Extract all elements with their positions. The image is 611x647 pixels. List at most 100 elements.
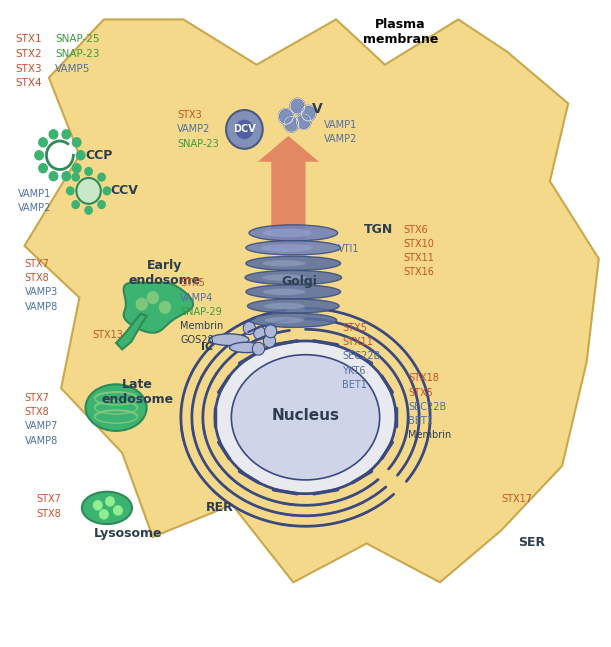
- Circle shape: [100, 510, 108, 519]
- Ellipse shape: [215, 341, 396, 494]
- Ellipse shape: [263, 260, 306, 267]
- Ellipse shape: [261, 244, 313, 252]
- Circle shape: [62, 171, 71, 181]
- Ellipse shape: [246, 241, 341, 255]
- Text: STX17: STX17: [501, 494, 532, 505]
- Circle shape: [38, 138, 47, 147]
- Text: DCV: DCV: [233, 124, 256, 135]
- Circle shape: [243, 322, 255, 334]
- Text: STX1: STX1: [15, 34, 42, 44]
- Ellipse shape: [262, 274, 306, 281]
- Text: VAMP2: VAMP2: [18, 203, 52, 214]
- Circle shape: [296, 114, 311, 129]
- Text: STX16: STX16: [403, 267, 434, 278]
- Ellipse shape: [246, 256, 341, 270]
- Text: GOS28: GOS28: [180, 335, 214, 345]
- Text: SNAP-29: SNAP-29: [180, 307, 222, 317]
- Ellipse shape: [263, 228, 312, 237]
- Text: STX7: STX7: [24, 393, 49, 403]
- Text: STX8: STX8: [24, 273, 49, 283]
- Text: STX2: STX2: [15, 49, 42, 59]
- Text: Membrin: Membrin: [180, 321, 224, 331]
- Circle shape: [62, 130, 71, 139]
- Text: STX6: STX6: [403, 225, 428, 235]
- Circle shape: [98, 173, 105, 181]
- Text: Lysosome: Lysosome: [94, 527, 163, 540]
- Text: STX4: STX4: [15, 78, 42, 89]
- Circle shape: [72, 201, 79, 208]
- Circle shape: [147, 292, 158, 303]
- Circle shape: [252, 342, 265, 355]
- Text: Membrin: Membrin: [408, 430, 452, 441]
- Text: IC: IC: [200, 342, 213, 353]
- Text: STX11: STX11: [342, 337, 373, 347]
- Circle shape: [103, 187, 111, 195]
- Text: STX5: STX5: [180, 278, 205, 289]
- Text: TGN: TGN: [364, 223, 393, 236]
- Circle shape: [284, 116, 299, 132]
- Circle shape: [38, 164, 47, 173]
- Text: STX7: STX7: [37, 494, 62, 505]
- Polygon shape: [116, 314, 147, 349]
- Text: Early
endosome: Early endosome: [129, 259, 201, 287]
- Text: STX5: STX5: [342, 323, 367, 333]
- Circle shape: [254, 327, 266, 340]
- Circle shape: [76, 178, 101, 204]
- Circle shape: [73, 138, 81, 147]
- Text: STX3: STX3: [177, 110, 202, 120]
- Ellipse shape: [86, 384, 147, 431]
- Ellipse shape: [232, 355, 379, 480]
- Text: VAMP1: VAMP1: [324, 120, 357, 130]
- Text: VAMP4: VAMP4: [180, 292, 213, 303]
- Text: RER: RER: [206, 501, 234, 514]
- Circle shape: [106, 497, 114, 506]
- Ellipse shape: [265, 317, 304, 324]
- Ellipse shape: [263, 303, 305, 309]
- Text: SNAP-23: SNAP-23: [55, 49, 100, 59]
- Text: SEC22B: SEC22B: [408, 402, 447, 412]
- Text: VAMP7: VAMP7: [24, 421, 58, 432]
- Circle shape: [136, 298, 147, 310]
- Text: BET1: BET1: [408, 416, 433, 426]
- Circle shape: [159, 302, 170, 313]
- Text: VAMP3: VAMP3: [24, 287, 57, 298]
- Circle shape: [114, 506, 122, 515]
- Circle shape: [76, 151, 85, 160]
- Text: CCV: CCV: [110, 184, 138, 197]
- Circle shape: [73, 164, 81, 173]
- Polygon shape: [258, 136, 319, 249]
- Circle shape: [85, 206, 92, 214]
- Polygon shape: [24, 19, 599, 582]
- Text: Late
endosome: Late endosome: [101, 378, 174, 406]
- Circle shape: [263, 334, 276, 347]
- Text: BET1: BET1: [342, 380, 367, 390]
- Text: STX5: STX5: [408, 388, 433, 398]
- Text: STX8: STX8: [24, 407, 49, 417]
- Text: VAMP1: VAMP1: [18, 189, 51, 199]
- Text: VAMP2: VAMP2: [177, 124, 211, 135]
- Text: SER: SER: [518, 536, 545, 549]
- Text: SNAP-25: SNAP-25: [55, 34, 100, 44]
- Circle shape: [49, 171, 57, 181]
- Polygon shape: [123, 282, 193, 333]
- Text: STX3: STX3: [15, 63, 42, 74]
- Ellipse shape: [247, 299, 339, 313]
- Circle shape: [49, 130, 57, 139]
- Text: YKT6: YKT6: [342, 366, 365, 376]
- Ellipse shape: [245, 270, 342, 285]
- Text: V: V: [312, 102, 323, 116]
- Text: Plasma
membrane: Plasma membrane: [362, 18, 438, 46]
- Text: STX10: STX10: [403, 239, 434, 249]
- Text: VAMP8: VAMP8: [24, 302, 57, 312]
- Text: STX8: STX8: [37, 509, 62, 519]
- Circle shape: [67, 187, 74, 195]
- Text: VAMP2: VAMP2: [324, 134, 357, 144]
- Text: Golgi: Golgi: [282, 275, 317, 288]
- Text: STX11: STX11: [403, 253, 434, 263]
- Text: VAMP5: VAMP5: [55, 63, 90, 74]
- Text: STX7: STX7: [24, 259, 49, 269]
- Text: STX18: STX18: [408, 373, 439, 384]
- Circle shape: [226, 110, 263, 149]
- Circle shape: [72, 173, 79, 181]
- Circle shape: [35, 151, 43, 160]
